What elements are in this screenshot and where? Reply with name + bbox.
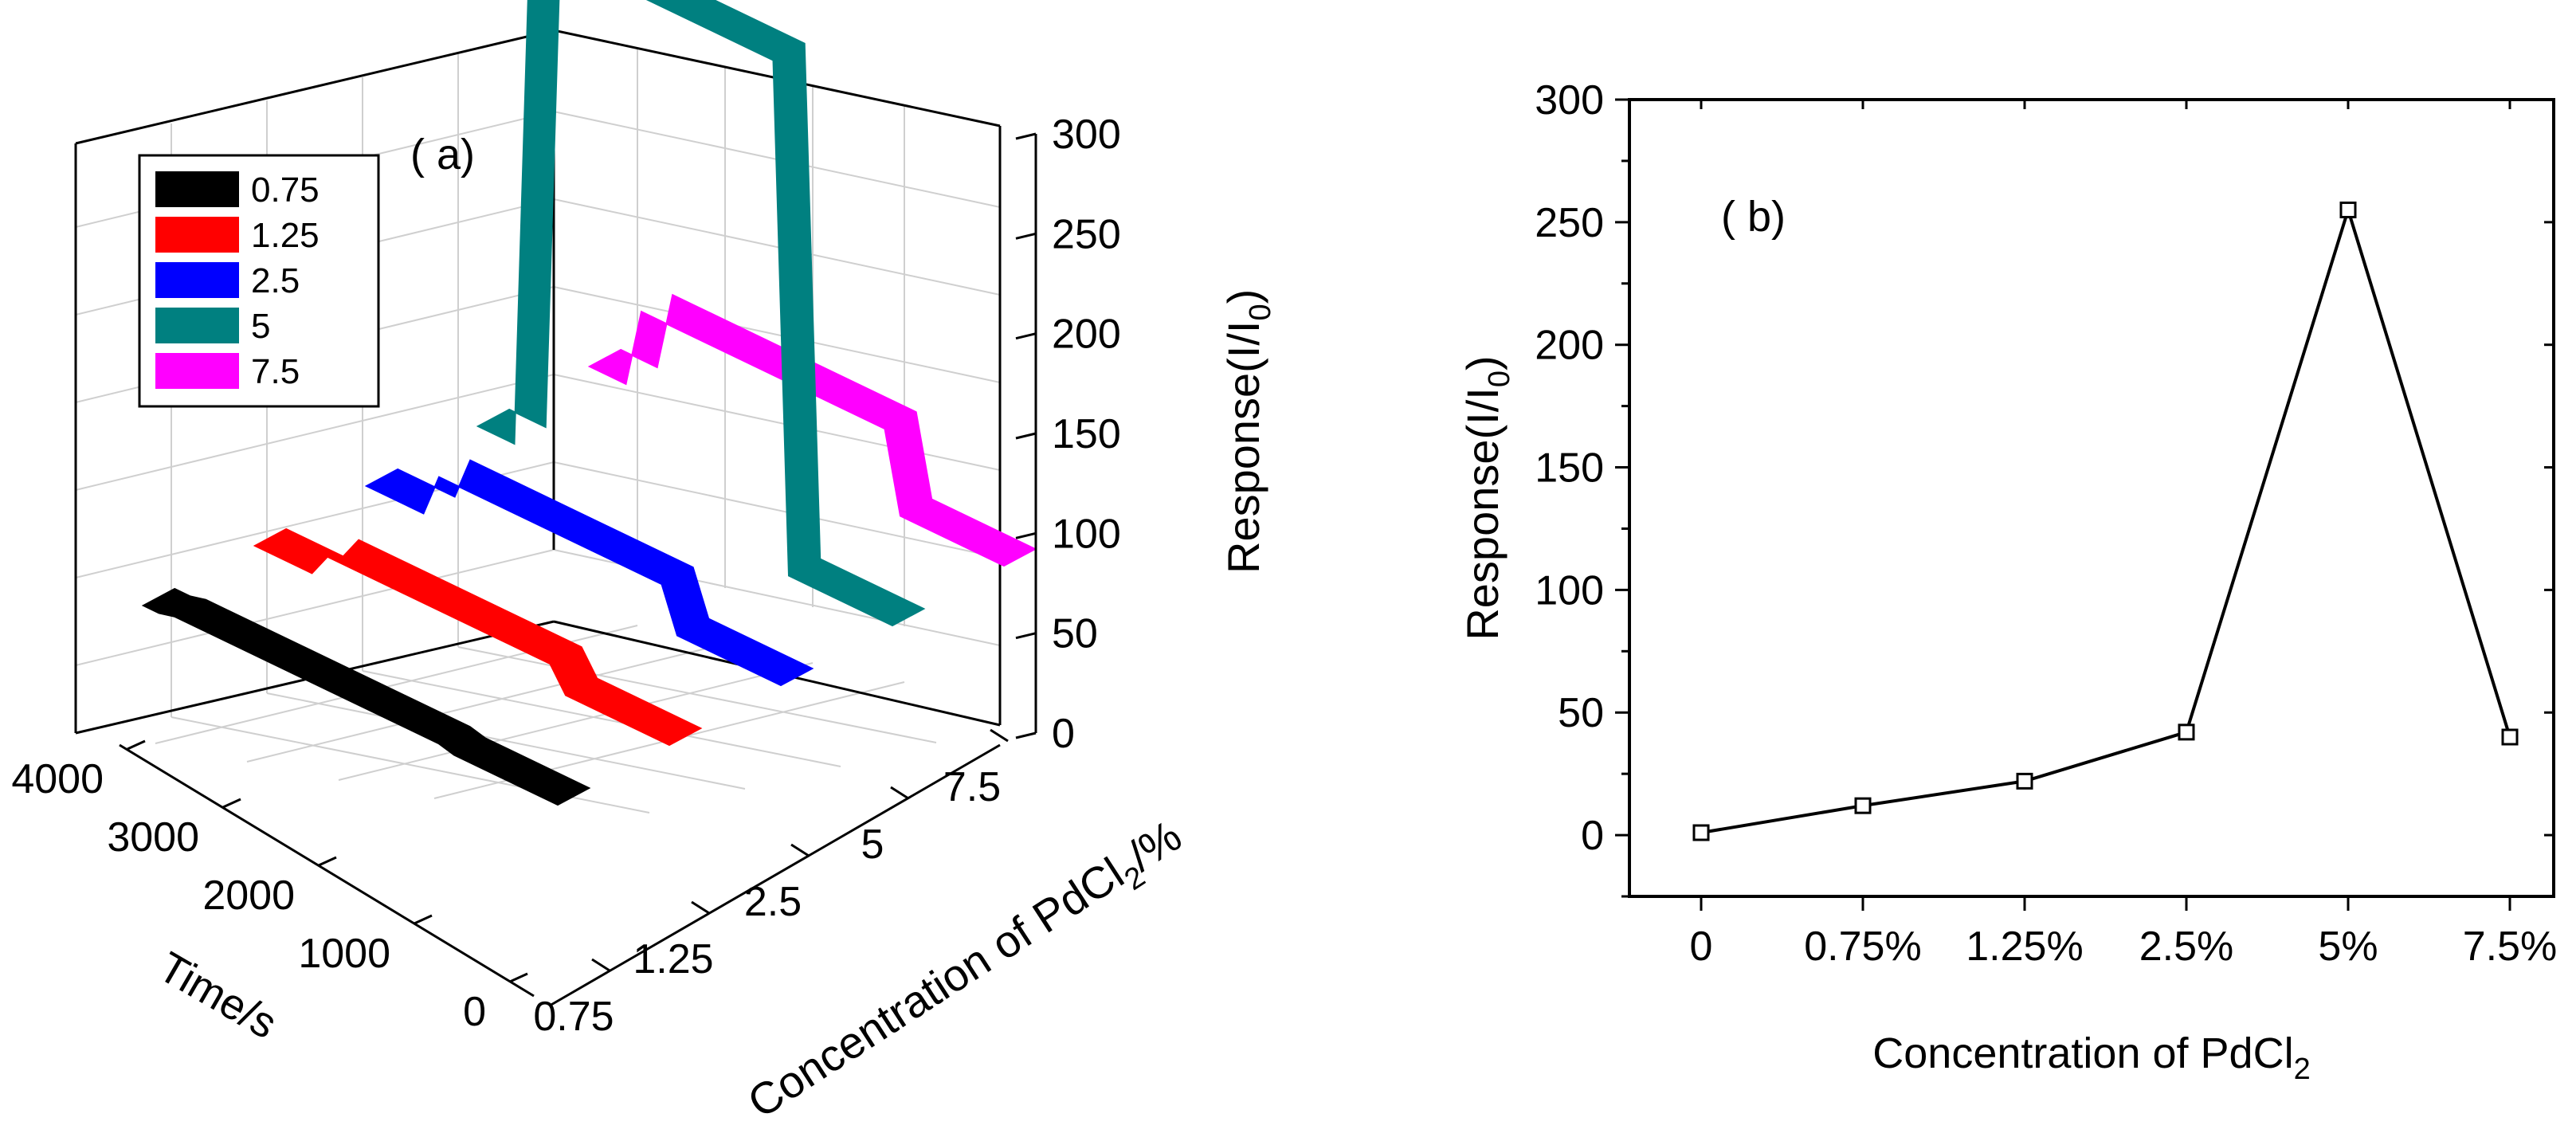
panel-a-conc-tick [890,786,909,800]
panel-a-response-axis: 0 50 100 150 200 250 300 [1015,112,1121,757]
panel-b-marker-7.5% [2501,728,2519,746]
panel-a-response-tick [1015,432,1037,440]
panel-a-response-tick [1015,731,1037,739]
panel-a-legend-label: 1.25 [251,216,320,255]
panel-a-time-tick [318,856,337,867]
panel-a-legend-swatch [155,353,239,389]
panel-a-response-tick-label: 100 [1052,511,1121,557]
panel-a-time-axis-title: Time/s [151,943,285,1048]
panel-b-x-axis-title: Concentration of PdCl2 [1872,1029,2310,1086]
panel-b-markers [1692,201,2519,841]
panel-a-time-tick-label: 2000 [202,872,295,919]
panel-a-conc-tick [591,958,610,972]
panel-b-marker-5% [2339,201,2357,218]
panel-a-time-tick-label: 4000 [11,756,104,802]
panel-a-response-tick-label: 300 [1052,112,1121,158]
panel-b-marker-1.25% [2016,772,2033,790]
panel-a-legend-label: 2.5 [251,261,300,300]
panel-a-response-tick-label: 150 [1052,411,1121,457]
panel-b-line-chart: 0 50 100 150 200 250 300 0 0.75% 1.25% 2.5% 5% 7.5%… [1457,77,2557,1086]
panel-a-time-tick [509,972,528,983]
panel-a-time-tick-label: 3000 [107,814,199,861]
panel-a-legend-swatch [155,308,239,343]
panel-a-ribbon-0.75 [141,587,591,806]
panel-a-legend-swatch [155,262,239,298]
panel-b-plot-frame [1628,98,2555,898]
panel-b-y-tick-label: 150 [1535,445,1604,492]
panel-b-y-axis-title: Response(I/I0) [1457,355,1516,640]
panel-b-y-tick-label: 100 [1535,567,1604,614]
panel-b-marker-0 [1692,824,1710,841]
panel-a-legend-label: 7.5 [251,352,300,391]
panel-a-ribbon-5 [476,0,926,627]
panel-b-x-tick-label: 0.75% [1804,923,1921,970]
panel-a-conc-tick-label: 0.75 [533,994,614,1040]
panel-a-conc-axis: 0.75 1.25 2.5 5 7.5 [533,728,1009,1040]
panel-a-time-tick-label: 1000 [298,931,390,977]
panel-b-x-tick-label: 7.5% [2463,923,2558,970]
panel-a-time-tick [127,739,146,751]
panel-b-series-line [1700,204,2511,834]
panel-a-response-tick [1015,632,1037,640]
panel-a-series-ribbons [141,0,1037,806]
panel-a-conc-tick-label: 1.25 [633,936,713,982]
panel-a-response-tick-label: 50 [1052,611,1098,657]
panel-a-legend-swatch [155,217,239,253]
panel-a-ribbon-1.25 [253,527,703,747]
panel-b-marker-0.75% [1854,797,1872,814]
panel-b-y-tick-label: 300 [1535,77,1604,124]
panel-b-label: ( b) [1721,193,1786,241]
panel-b-x-tick-label: 2.5% [2139,923,2234,970]
panel-a-conc-tick-label: 2.5 [744,879,802,925]
panel-a-time-tick [414,914,433,925]
panel-a-response-tick [1015,332,1037,340]
panel-b-y-tick-label: 200 [1535,323,1604,369]
panel-a-3d-chart: 0 50 100 150 200 250 300 0.75 1.25 2.5 5 7.5 0 1000… [11,0,1277,1135]
panel-a-conc-tick-label: 5 [861,821,884,868]
panel-a-response-tick-label: 0 [1052,711,1075,757]
panel-a-legend-label: 0.75 [251,171,320,210]
panel-a-ribbon-2.5 [364,459,814,687]
panel-b-y-tick-label: 50 [1558,690,1604,736]
panel-a-conc-axis-title: Concentration of PdCl2/% [739,810,1194,1135]
panel-a-response-tick-label: 200 [1052,312,1121,358]
panel-a-conc-tick [990,728,1009,743]
panel-b-y-axis: 0 50 100 150 200 250 300 [1535,77,2554,898]
panel-a-legend: 0.75 1.25 2.5 5 7.5 [138,154,380,408]
panel-a-response-axis-title: Response(I/I0) [1218,289,1277,574]
panel-b-x-axis: 0 0.75% 1.25% 2.5% 5% 7.5% [1690,100,2558,970]
panel-b-x-tick-label: 5% [2318,923,2378,970]
panel-a-legend-label: 5 [251,307,270,346]
panel-a-label: ( a) [410,131,475,178]
panel-a-conc-tick [691,900,710,915]
panel-a-response-tick [1015,531,1037,539]
panel-a-conc-tick [790,843,810,857]
panel-b-marker-2.5% [2178,723,2195,741]
panel-a-legend-swatch [155,171,239,207]
panel-b-x-tick-label: 0 [1690,923,1713,970]
panel-b-y-tick-label: 250 [1535,200,1604,246]
panel-a-time-tick [222,798,241,809]
panel-a-time-tick-label: 0 [463,989,486,1035]
panel-b-y-tick-label: 0 [1581,813,1604,859]
panel-a-response-tick [1015,132,1037,140]
panel-b-x-tick-label: 1.25% [1966,923,2083,970]
panel-a-response-tick [1015,232,1037,240]
panel-a-response-tick-label: 250 [1052,211,1121,257]
panel-a-conc-tick-label: 7.5 [943,764,1001,810]
